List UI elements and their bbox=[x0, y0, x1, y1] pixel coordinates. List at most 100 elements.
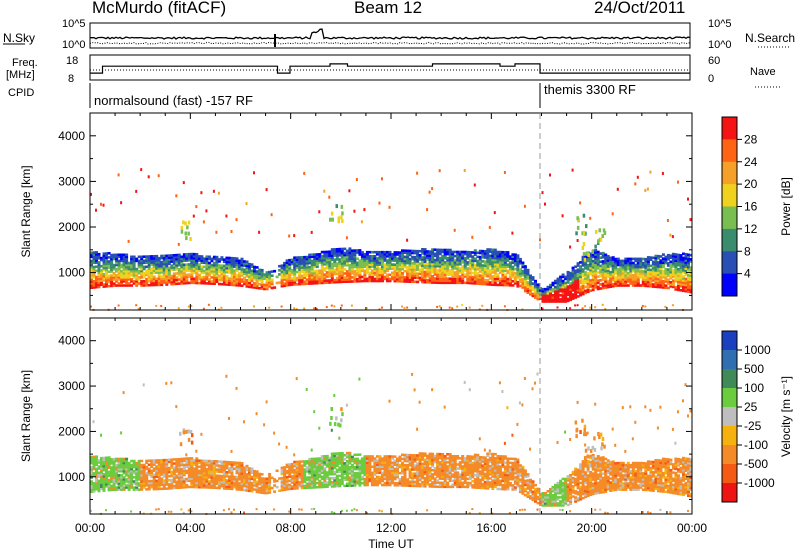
echo-cell bbox=[458, 267, 462, 270]
echo-cell bbox=[112, 480, 116, 483]
echo-cell bbox=[115, 253, 119, 257]
echo-cell bbox=[368, 250, 372, 254]
echo-cell bbox=[115, 263, 119, 267]
echo-cell bbox=[195, 263, 199, 266]
echo-cell bbox=[180, 474, 184, 477]
echo-cell bbox=[639, 271, 643, 275]
echo-cell bbox=[383, 269, 387, 272]
echo-cell bbox=[649, 272, 653, 276]
echo-cell bbox=[172, 276, 176, 280]
echo-cell bbox=[295, 283, 299, 286]
echo-cell bbox=[260, 485, 264, 488]
echo-cell bbox=[310, 261, 314, 265]
echo-cell bbox=[604, 255, 608, 259]
echo-cell bbox=[594, 282, 598, 285]
echo-cell bbox=[135, 476, 139, 479]
echo-cell bbox=[130, 261, 134, 265]
echo-cell bbox=[157, 265, 161, 268]
echo-cell bbox=[368, 263, 372, 266]
echo-cell bbox=[145, 488, 149, 491]
echo-cell bbox=[559, 300, 563, 303]
scatter-cell bbox=[333, 394, 336, 397]
echo-cell bbox=[679, 258, 683, 261]
echo-cell bbox=[483, 256, 487, 259]
echo-cell bbox=[110, 260, 114, 263]
echo-cell bbox=[340, 452, 344, 455]
echo-cell bbox=[112, 282, 116, 285]
echo-cell bbox=[491, 258, 495, 262]
echo-cell bbox=[265, 273, 269, 276]
echo-cell bbox=[413, 262, 417, 265]
scatter-cell bbox=[120, 201, 123, 205]
echo-cell bbox=[313, 253, 317, 256]
echo-cell bbox=[250, 475, 254, 479]
echo-cell bbox=[330, 270, 334, 274]
echo-cell bbox=[466, 267, 470, 270]
echo-cell bbox=[255, 274, 259, 277]
echo-cell bbox=[418, 254, 422, 257]
echo-cell bbox=[248, 285, 251, 289]
echo-cell bbox=[503, 253, 507, 256]
echo-cell bbox=[671, 281, 675, 285]
echo-cell bbox=[664, 274, 668, 277]
echo-cell bbox=[315, 486, 319, 489]
echo-cell bbox=[142, 486, 146, 489]
echo-cell bbox=[501, 267, 505, 270]
echo-cell bbox=[222, 466, 226, 470]
echo-cell bbox=[393, 267, 397, 271]
echo-cell bbox=[644, 280, 648, 284]
echo-cell bbox=[137, 263, 141, 267]
echo-cell bbox=[210, 259, 214, 263]
echo-cell bbox=[177, 468, 181, 471]
echo-cell bbox=[358, 279, 362, 283]
echo-cell bbox=[343, 278, 347, 281]
echo-cell bbox=[646, 272, 650, 276]
echo-cell bbox=[391, 277, 394, 281]
echo-cell bbox=[295, 485, 299, 488]
echo-cell bbox=[611, 272, 615, 276]
echo-cell bbox=[122, 269, 126, 273]
echo-cell bbox=[265, 485, 269, 489]
echo-cell bbox=[561, 273, 565, 277]
echo-cell bbox=[233, 269, 236, 272]
echo-cell bbox=[225, 460, 229, 464]
echo-cell bbox=[677, 261, 680, 265]
echo-cell bbox=[165, 469, 169, 472]
echo-cell bbox=[518, 260, 522, 263]
echo-cell bbox=[162, 277, 166, 280]
echo-cell bbox=[177, 261, 181, 265]
echo-cell bbox=[230, 467, 234, 470]
echo-cell bbox=[335, 262, 339, 265]
echo-cell bbox=[315, 481, 319, 485]
echo-cell bbox=[596, 265, 600, 268]
near-range-cell bbox=[574, 304, 577, 307]
echo-cell bbox=[654, 269, 658, 272]
echo-cell bbox=[160, 477, 164, 480]
echo-cell bbox=[345, 451, 349, 455]
echo-cell bbox=[333, 262, 337, 266]
echo-cell bbox=[493, 269, 497, 272]
echo-cell bbox=[629, 274, 633, 277]
echo-cell bbox=[634, 276, 638, 279]
echo-cell bbox=[177, 478, 181, 481]
echo-cell bbox=[340, 462, 344, 465]
echo-cell bbox=[202, 480, 206, 483]
echo-cell bbox=[443, 261, 447, 264]
echo-cell bbox=[381, 475, 384, 479]
echo-cell bbox=[453, 261, 457, 264]
near-range-cell bbox=[222, 509, 225, 512]
echo-cell bbox=[501, 250, 505, 254]
echo-cell bbox=[601, 262, 605, 265]
echo-cell bbox=[245, 283, 249, 286]
echo-cell bbox=[654, 281, 658, 284]
echo-cell bbox=[90, 261, 93, 265]
echo-cell bbox=[491, 281, 495, 284]
echo-cell bbox=[594, 251, 598, 254]
echo-cell bbox=[483, 266, 487, 270]
echo-cell bbox=[140, 467, 144, 471]
echo-cell bbox=[599, 264, 603, 268]
echo-cell bbox=[523, 281, 527, 285]
echo-cell bbox=[298, 276, 302, 280]
echo-cell bbox=[135, 276, 139, 279]
echo-cell bbox=[107, 482, 111, 486]
